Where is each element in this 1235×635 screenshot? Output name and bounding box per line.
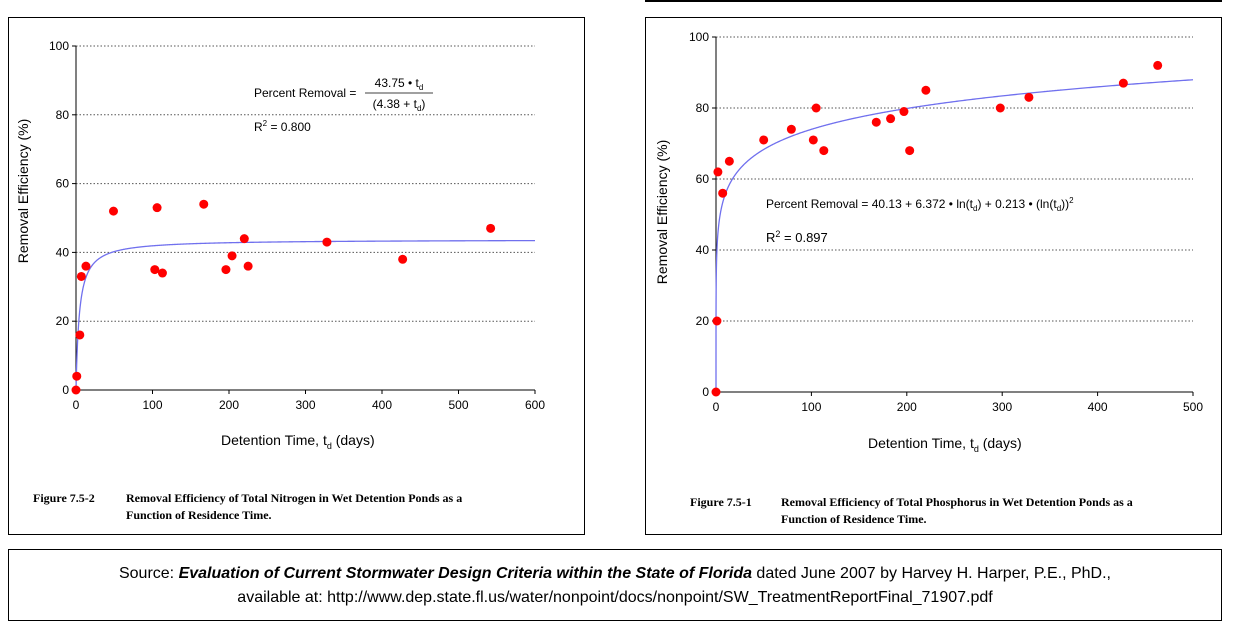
data-point bbox=[995, 103, 1005, 113]
source-url-line: available at: http://www.dep.state.fl.us… bbox=[237, 589, 993, 606]
phosphorus-y-axis-label: Removal Efficiency (%) bbox=[654, 140, 670, 284]
phosphorus-fit-curve bbox=[715, 79, 1194, 392]
equation-denominator: (4.38 + td) bbox=[373, 97, 426, 113]
data-point bbox=[157, 268, 167, 278]
data-point bbox=[886, 114, 896, 124]
data-point bbox=[71, 385, 81, 395]
caption-line-2: Function of Residence Time. bbox=[781, 512, 927, 526]
phosphorus-equation-text: Percent Removal = 40.13 + 6.372 • ln(td)… bbox=[766, 196, 1074, 213]
data-point bbox=[152, 203, 162, 213]
x-tick-label: 500 bbox=[448, 398, 468, 412]
data-point bbox=[808, 135, 818, 145]
x-tick-label: 300 bbox=[295, 398, 315, 412]
phosphorus-x-axis-label: Detention Time, td (days) bbox=[868, 435, 1022, 454]
x-tick-label: 400 bbox=[372, 398, 392, 412]
caption-line-2: Function of Residence Time. bbox=[126, 508, 272, 522]
y-tick-label: 80 bbox=[696, 101, 710, 115]
figure-number: Figure 7.5-1 bbox=[690, 495, 752, 509]
source-citation: Source: Evaluation of Current Stormwater… bbox=[8, 549, 1222, 621]
source-suffix: dated June 2007 by Harvey H. Harper, P.E… bbox=[751, 565, 1111, 582]
y-tick-label: 80 bbox=[56, 108, 70, 122]
y-tick-label: 60 bbox=[56, 177, 70, 191]
data-point bbox=[322, 237, 332, 247]
y-tick-label: 20 bbox=[56, 314, 70, 328]
data-point bbox=[1024, 92, 1034, 102]
data-point bbox=[1118, 78, 1128, 88]
data-point bbox=[199, 199, 209, 209]
data-point bbox=[227, 251, 237, 261]
figure-number: Figure 7.5-2 bbox=[33, 491, 95, 505]
x-tick-label: 200 bbox=[897, 400, 917, 414]
y-tick-label: 60 bbox=[696, 172, 710, 186]
equation-lhs: Percent Removal = bbox=[254, 86, 356, 100]
caption-line-1: Removal Efficiency of Total Nitrogen in … bbox=[126, 491, 463, 505]
data-point bbox=[398, 254, 408, 264]
data-point bbox=[150, 265, 160, 275]
data-point bbox=[819, 146, 829, 156]
phosphorus-chart-panel: 0 20 40 60 80 100 0 100 200 300 400 500 Removal Eff… bbox=[645, 17, 1222, 535]
data-point bbox=[108, 206, 118, 216]
data-point bbox=[486, 223, 496, 233]
phosphorus-chart: 0 20 40 60 80 100 0 100 200 300 400 500 Removal Eff… bbox=[654, 30, 1203, 454]
y-tick-label: 0 bbox=[702, 385, 709, 399]
data-point bbox=[221, 265, 231, 275]
data-point bbox=[712, 316, 722, 326]
data-point bbox=[76, 271, 86, 281]
nitrogen-y-axis-label: Removal Efficiency (%) bbox=[15, 119, 31, 263]
x-tick-label: 400 bbox=[1088, 400, 1108, 414]
y-tick-label: 20 bbox=[696, 314, 710, 328]
y-tick-label: 0 bbox=[62, 383, 69, 397]
data-point bbox=[905, 146, 915, 156]
source-line-1: Source: Evaluation of Current Stormwater… bbox=[9, 562, 1221, 586]
data-point bbox=[243, 261, 253, 271]
data-point bbox=[718, 188, 728, 198]
data-point bbox=[239, 234, 249, 244]
y-tick-label: 40 bbox=[56, 245, 70, 259]
x-tick-label: 200 bbox=[219, 398, 239, 412]
data-point bbox=[711, 387, 721, 397]
nitrogen-chart: 0 20 40 60 80 100 0 100 200 300 400 500 600 Removal … bbox=[15, 39, 545, 451]
nitrogen-fit-curve bbox=[75, 239, 535, 390]
data-point bbox=[1153, 60, 1163, 70]
equation-numerator: 43.75 • td bbox=[375, 76, 424, 92]
caption-line-1: Removal Efficiency of Total Phosphorus i… bbox=[781, 495, 1133, 509]
x-tick-label: 100 bbox=[801, 400, 821, 414]
x-tick-label: 0 bbox=[713, 400, 720, 414]
data-point bbox=[899, 107, 909, 117]
x-tick-label: 0 bbox=[73, 398, 80, 412]
data-point bbox=[81, 261, 91, 271]
x-tick-label: 500 bbox=[1183, 400, 1203, 414]
nitrogen-r-squared: R2 = 0.800 bbox=[254, 119, 311, 134]
source-prefix: Source: bbox=[118, 565, 179, 582]
nitrogen-chart-panel: 0 20 40 60 80 100 0 100 200 300 400 500 600 Removal … bbox=[8, 17, 585, 535]
phosphorus-equation: Percent Removal = 40.13 + 6.372 • ln(td)… bbox=[766, 196, 1074, 245]
nitrogen-x-axis-label: Detention Time, td (days) bbox=[221, 432, 375, 451]
y-tick-label: 40 bbox=[696, 243, 710, 257]
data-point bbox=[724, 156, 734, 166]
phosphorus-r-squared: R2 = 0.897 bbox=[766, 229, 828, 245]
data-point bbox=[72, 371, 82, 381]
data-point bbox=[75, 330, 85, 340]
x-tick-label: 300 bbox=[992, 400, 1012, 414]
source-title: Evaluation of Current Stormwater Design … bbox=[178, 565, 752, 582]
data-point bbox=[921, 85, 931, 95]
nitrogen-equation: Percent Removal = 43.75 • td (4.38 + td)… bbox=[254, 76, 433, 134]
y-tick-label: 100 bbox=[49, 39, 69, 53]
x-tick-label: 600 bbox=[525, 398, 545, 412]
data-point bbox=[759, 135, 769, 145]
data-point bbox=[786, 124, 796, 134]
x-tick-label: 100 bbox=[142, 398, 162, 412]
top-rule bbox=[645, 0, 1222, 2]
data-point bbox=[811, 103, 821, 113]
data-point bbox=[871, 117, 881, 127]
data-point bbox=[713, 167, 723, 177]
y-tick-label: 100 bbox=[689, 30, 709, 44]
